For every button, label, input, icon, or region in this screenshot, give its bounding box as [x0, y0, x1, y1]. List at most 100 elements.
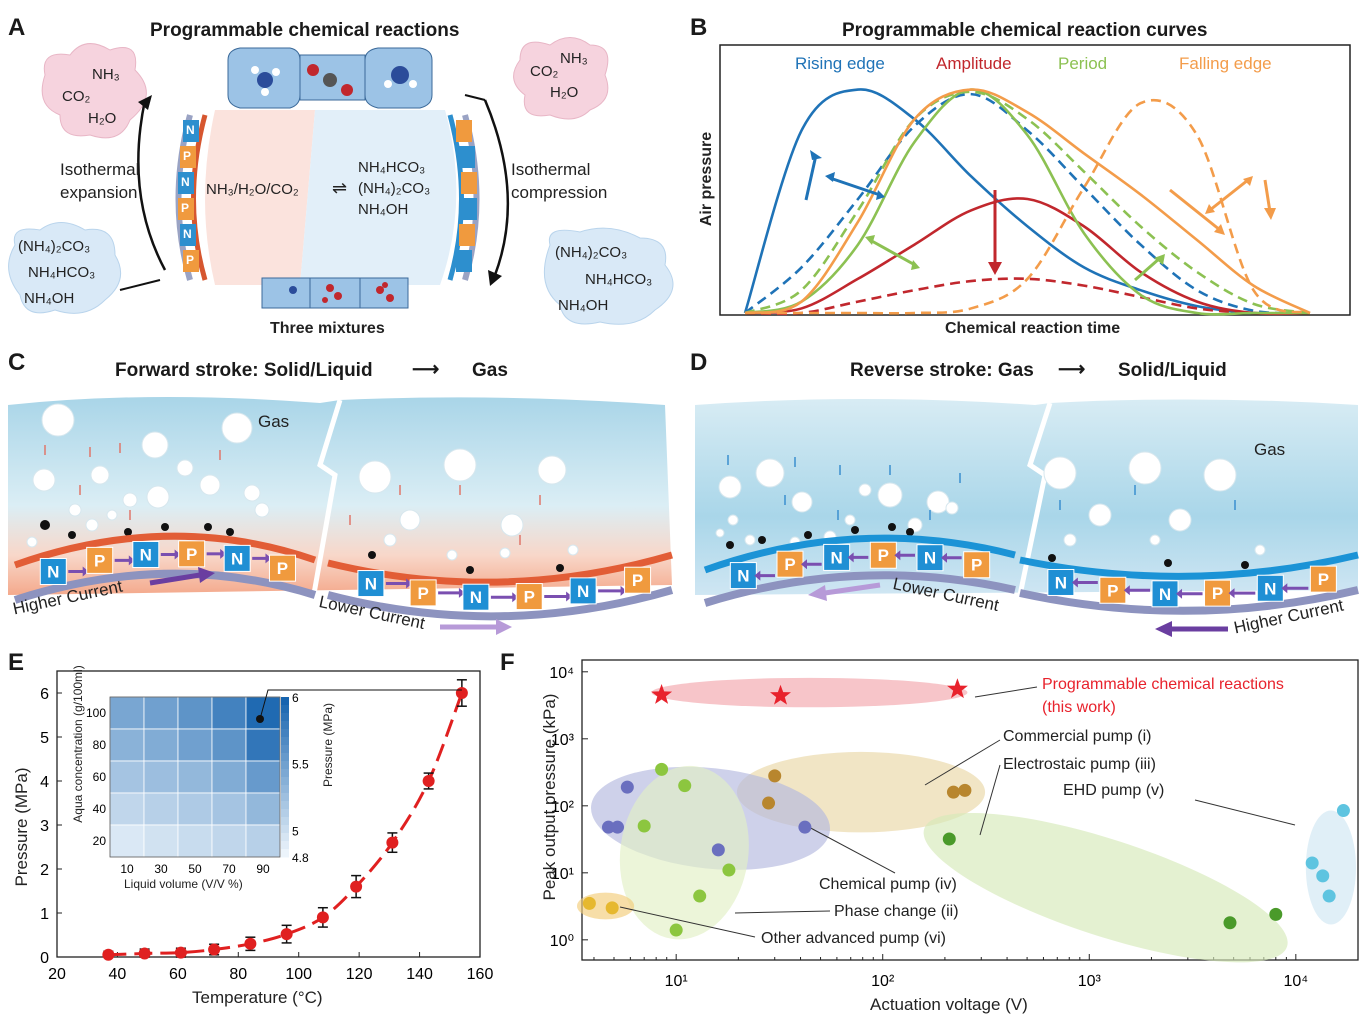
left-peltier-letter-2: P	[183, 149, 192, 163]
legend-rising-edge: Rising edge	[795, 54, 885, 73]
particle-14	[68, 531, 76, 539]
particle-30	[1241, 561, 1249, 569]
heatmap-cell-1-0	[109, 728, 145, 762]
particle-16	[161, 523, 169, 531]
bubble-2	[791, 491, 813, 513]
curve-amplitude-dashed	[744, 277, 1311, 316]
left-block-0	[39, 557, 67, 585]
bubble-21	[1128, 451, 1162, 485]
legend-amplitude: Amplitude	[936, 54, 1012, 73]
f-point-1-3	[958, 783, 972, 797]
left-block-1	[86, 546, 114, 574]
bubble-7	[146, 485, 170, 509]
bubble-11	[85, 518, 99, 532]
heatmap-cell-3-1	[143, 792, 179, 826]
right-block-0	[1047, 568, 1075, 596]
bubble-13	[844, 514, 856, 526]
heatmap-cell-3-4	[245, 792, 281, 826]
f-leader-3	[1194, 799, 1296, 826]
f-leader-6	[619, 906, 756, 938]
right-flow-head-4	[620, 585, 627, 596]
particle-17	[851, 526, 859, 534]
bubble-6	[945, 501, 959, 515]
left-block-letter-5: P	[971, 556, 982, 575]
panel-f-xlabel: Actuation voltage (V)	[870, 995, 1028, 1014]
colorbar-seg-16	[281, 825, 289, 834]
right-flow-head-1	[1123, 585, 1130, 596]
f-point-5-0	[1336, 804, 1350, 818]
label-ehd: EHD pump (v)	[1063, 782, 1165, 799]
left-process-line-1: Isothermal	[60, 160, 140, 179]
e-xtick-label-20: 20	[48, 966, 66, 983]
left-block-letter-0: N	[47, 562, 59, 581]
inset-ylabel: Aqua concentration (g/100ml)	[71, 665, 85, 823]
left-flow-head-0	[82, 566, 89, 577]
colorbar-seg-0	[281, 697, 289, 706]
colorbar-tick-0: 6	[292, 691, 299, 705]
right-block-2	[1151, 580, 1179, 608]
heatmap-cell-3-0	[109, 792, 145, 826]
bubble-28	[446, 549, 458, 561]
electrostatic-ellipse	[923, 812, 1288, 963]
right-block-3	[1204, 579, 1232, 607]
heatmap-cell-4-0	[109, 824, 145, 858]
inset-ytick-2: 60	[93, 770, 107, 784]
f-ytick-label-2: 10²	[551, 799, 575, 816]
particle-16	[804, 531, 812, 539]
panel-a-label: A	[8, 14, 26, 41]
right-block-letter-0: N	[365, 575, 377, 594]
f-ytick-label-1: 10³	[551, 732, 575, 749]
f-star-2	[947, 678, 968, 699]
panel-c-gas-label: Gas	[258, 412, 290, 431]
panel-d-bubbles	[715, 451, 1266, 569]
bubble-21	[358, 460, 392, 494]
heatmap-cell-0-4	[245, 696, 281, 730]
panel-c-bubbles	[26, 403, 579, 574]
e-ytick-label-3: 3	[40, 818, 49, 835]
colorbar-tick-2: 5	[292, 824, 299, 838]
f-star-1	[770, 684, 791, 705]
panel-f-label: F	[500, 649, 515, 676]
bubble-12	[26, 536, 38, 548]
left-peltier-letter-6: P	[186, 253, 195, 267]
bubble-25	[500, 513, 524, 537]
bubble-24	[399, 509, 421, 531]
right-process-line-2: compression	[511, 183, 608, 202]
left-block-4	[916, 544, 944, 572]
heatmap-cell-2-1	[143, 760, 179, 794]
f-ytick-label-0: 10⁴	[549, 665, 574, 682]
bubble-10	[68, 503, 82, 517]
left-flow-head-0	[754, 570, 761, 581]
bubble-22	[1203, 458, 1237, 492]
e-xtick-label-160: 160	[467, 966, 494, 983]
right-block-1	[409, 579, 437, 607]
panel-b: B Programmable chemical reaction curves …	[690, 0, 1367, 345]
right-bottom-cloud-line-2: NH₄HCO₃	[585, 271, 653, 288]
e-xtick-label-120: 120	[346, 966, 373, 983]
left-flow-head-1	[801, 559, 807, 570]
e-point-6	[316, 911, 329, 924]
panel-e-xlabel: Temperature (°C)	[192, 988, 323, 1007]
panel-d-title-left: Reverse stroke: Gas	[850, 360, 1034, 381]
right-process-line-1: Isothermal	[511, 160, 591, 179]
panel-c-title-right: Gas	[472, 360, 508, 381]
right-top-cloud-line-1: NH₃	[560, 50, 588, 67]
legend-period: Period	[1058, 54, 1108, 73]
heatmap-cell-2-4	[245, 760, 281, 794]
e-point-0	[102, 948, 115, 961]
right-block-letter-3: P	[524, 588, 535, 607]
panel-f: F 10¹ 10² 10³ 10⁴ 10⁴ 10³ 10² 10¹ 10⁰ Peak outpu…	[500, 645, 1367, 1023]
colorbar-seg-19	[281, 849, 289, 858]
f-point-2-3	[693, 889, 707, 903]
this-work-ellipse	[651, 677, 968, 708]
left-top-cloud-line-3: H₂O	[88, 110, 117, 127]
left-flow-head-3	[894, 550, 901, 561]
right-bottom-cloud-line-1: (NH₄)₂CO₃	[555, 244, 628, 261]
f-point-3-2	[1269, 907, 1283, 921]
colorbar-seg-12	[281, 793, 289, 802]
e-xtick-label-100: 100	[285, 966, 312, 983]
bubble-3	[32, 468, 56, 492]
bubble-25	[1063, 533, 1077, 547]
panel-e-frame	[56, 670, 481, 958]
heatmap-cell-1-1	[143, 728, 179, 762]
